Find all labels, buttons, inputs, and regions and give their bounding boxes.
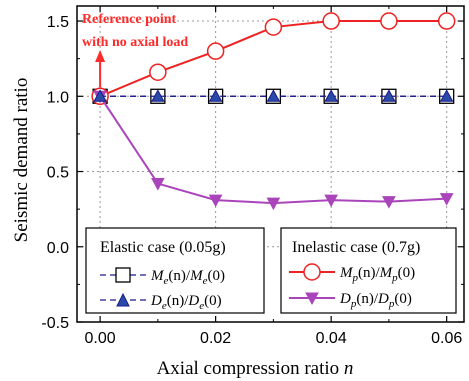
y-axis-title: Seismic demand ratio [11, 78, 32, 243]
y-tick-label: 0.5 [47, 165, 69, 182]
series-mp-point [322, 12, 340, 30]
axis-ticks: 0.00 0.02 0.04 0.06 -0.5 0.0 0.5 1.0 1.5 [41, 6, 464, 347]
y-tick-label: 1.0 [47, 89, 69, 106]
reference-annotation: Reference point with no axial load [82, 12, 188, 88]
series-dp-point [439, 193, 454, 206]
series-dp-point [324, 194, 338, 208]
legend-dp-label: Dp(n)/Dp(0) [339, 291, 412, 310]
x-tick-label: 0.02 [200, 330, 231, 347]
annotation-line-2: with no axial load [82, 35, 188, 50]
series-dp [93, 90, 454, 211]
legend-inelastic: Inelastic case (0.7g) Mp(n)/Mp(0) Dp(n)/… [280, 227, 457, 314]
legend-de-label: De(n)/De(0) [150, 293, 222, 312]
series-mp-point [264, 18, 283, 36]
x-axis-title-text: Axial compression ratio [157, 358, 340, 379]
series-de-point [208, 89, 223, 102]
series-de [93, 89, 454, 102]
x-axis-title-variable: n [344, 358, 354, 379]
y-tick-label: 0.0 [47, 240, 69, 257]
legend-dp-marker [305, 292, 319, 306]
legend-de-marker [116, 292, 130, 307]
series-mp-point [206, 42, 225, 60]
annotation-line-1: Reference point [82, 12, 177, 27]
y-tick-label: -0.5 [41, 315, 69, 332]
series-dp-point [266, 197, 281, 211]
legend-elastic: Elastic case (0.05g) Me(n)/Me(0) De(n)/D… [85, 227, 265, 314]
series-dp-point [151, 178, 165, 191]
series-de-point [382, 89, 396, 102]
legend-mp-marker [303, 263, 321, 281]
legend-elastic-title: Elastic case (0.05g) [100, 239, 226, 256]
legend-me-marker [115, 267, 131, 283]
x-tick-label: 0.06 [431, 330, 462, 347]
series-de-point [439, 89, 454, 102]
x-tick-label: 0.00 [85, 330, 116, 347]
annotation-arrow-head [95, 50, 106, 62]
series-de-point [266, 89, 281, 102]
y-tick-label: 1.5 [47, 14, 69, 31]
series-de-point [324, 89, 338, 102]
series-de-point [151, 89, 165, 102]
series-layer [91, 12, 456, 211]
series-dp-point [208, 194, 223, 208]
series-dp-point [382, 196, 396, 209]
x-tick-label: 0.04 [316, 330, 347, 347]
series-mp-point [149, 63, 167, 81]
legend-mp-label: Mp(n)/Mp(0) [339, 265, 415, 284]
series-dp-line [99, 95, 447, 205]
legend-me-label: Me(n)/Me(0) [150, 268, 225, 287]
series-de-point [93, 89, 107, 102]
plot-frame [76, 5, 465, 323]
x-axis-title: Axial compression ratio n [157, 358, 354, 379]
series-mp-point [380, 12, 398, 30]
legend-inelastic-title: Inelastic case (0.7g) [292, 239, 420, 256]
series-mp-point [437, 12, 456, 30]
